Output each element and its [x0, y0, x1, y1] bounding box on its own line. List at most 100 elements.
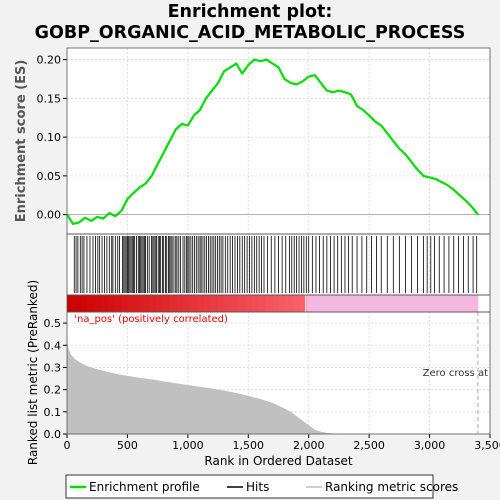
- colorbar-segment: [395, 295, 404, 312]
- colorbar-segment: [210, 295, 219, 312]
- es-point: [120, 210, 122, 212]
- es-point: [181, 123, 183, 125]
- colorbar-segment: [231, 295, 239, 312]
- colorbar-segment: [436, 295, 445, 312]
- es-point: [374, 121, 376, 123]
- colorbar-segment: [251, 295, 260, 312]
- es-axis-label: Enrichment score (ES): [14, 60, 29, 223]
- rank-xtick-label: 0: [64, 439, 71, 452]
- x-axis-label: Rank in Ordered Dataset: [204, 454, 352, 468]
- colorbar-segment: [354, 295, 362, 312]
- legend-ranking-metric-scores-label: Ranking metric scores: [325, 480, 458, 494]
- ranked-metric-panel: 0 500 1,000 1,500 2,000 2,500 3,000 3,500 0.0 0.1…: [26, 280, 500, 468]
- es-point: [422, 175, 425, 177]
- es-point: [253, 59, 255, 61]
- es-panel: 0.00 0.05 0.10 0.15 0.20 Enrichment score (ES…: [14, 48, 491, 234]
- es-ytick-label: 0.15: [37, 92, 62, 105]
- es-point: [241, 72, 243, 75]
- colorbar-segment: [450, 295, 458, 312]
- colorbar-segment: [108, 295, 116, 312]
- colorbar-segment: [409, 295, 417, 312]
- colorbar-segment: [402, 295, 410, 312]
- colorbar-segment: [183, 295, 191, 312]
- es-point: [229, 66, 231, 68]
- colorbar-segment: [423, 295, 431, 312]
- es-point: [416, 169, 419, 171]
- colorbar-segment: [169, 295, 178, 312]
- es-point: [265, 59, 268, 61]
- es-point: [338, 90, 340, 92]
- legend: Enrichment profile Hits Ranking metric sco…: [65, 474, 458, 499]
- es-ytick-label: 0.05: [37, 170, 62, 183]
- es-ytick-label: 0.20: [37, 54, 62, 67]
- es-point: [96, 216, 98, 218]
- es-point: [332, 91, 334, 93]
- es-point: [223, 70, 225, 72]
- rank-ytick-label: 0.2: [44, 384, 62, 397]
- es-point: [163, 152, 165, 154]
- es-point: [102, 217, 104, 220]
- hits-panel: [66, 234, 491, 295]
- legend-enrichment-profile-label: Enrichment profile: [89, 480, 200, 494]
- colorbar-segment: [320, 295, 328, 312]
- es-point: [368, 114, 370, 117]
- es-point: [144, 183, 147, 185]
- es-point: [398, 148, 400, 150]
- es-point: [187, 124, 189, 127]
- colorbar-segment: [347, 295, 356, 312]
- colorbar-segment: [197, 295, 205, 312]
- es-ytick-label: 0.00: [37, 209, 62, 222]
- colorbar-segment: [313, 295, 321, 312]
- colorbar-segment: [217, 295, 226, 312]
- colorbar-segment: [382, 295, 390, 312]
- es-point: [277, 66, 280, 68]
- es-point: [350, 93, 352, 96]
- colorbar-segment: [293, 295, 301, 312]
- zero-cross-annotation: Zero cross at: [423, 368, 488, 379]
- es-point: [441, 181, 443, 183]
- legend-hits-label: Hits: [246, 480, 269, 494]
- colorbar-segment: [299, 295, 308, 312]
- es-point: [362, 109, 364, 111]
- rank-xtick-label: 2,500: [353, 439, 385, 452]
- colorbar-segment: [156, 295, 164, 312]
- ranked-metric-area: [67, 340, 478, 434]
- colorbar-segment: [101, 295, 109, 312]
- es-point: [259, 60, 261, 62]
- colorbar-segment: [286, 295, 294, 312]
- colorbar-segment: [238, 295, 246, 312]
- colorbar-segment: [80, 295, 89, 312]
- es-point: [283, 78, 286, 80]
- panel-border: [66, 311, 491, 435]
- es-point: [320, 82, 322, 84]
- es-point: [459, 194, 461, 196]
- colorbar-segment: [203, 295, 212, 312]
- es-point: [404, 153, 406, 155]
- es-point: [271, 62, 274, 65]
- rank-xtick-label: 1,000: [172, 439, 204, 452]
- colorbar-segment: [162, 295, 171, 312]
- es-point: [392, 140, 394, 142]
- colorbar-segment: [135, 295, 143, 312]
- rank-xtick-label: 1,500: [233, 439, 265, 452]
- es-point: [435, 178, 437, 180]
- es-point: [447, 184, 449, 186]
- chart-title-line-2: GOBP_ORGANIC_ACID_METABOLIC_PROCESS: [34, 23, 466, 43]
- es-point: [157, 163, 159, 165]
- colorbar-segment: [272, 295, 280, 312]
- colorbar-segment: [142, 295, 150, 312]
- es-point: [72, 223, 74, 225]
- colorbar-segment: [245, 295, 253, 312]
- es-point: [296, 83, 298, 86]
- es-point: [289, 82, 292, 84]
- es-point: [428, 176, 431, 179]
- colorbar-segment: [258, 295, 267, 312]
- es-ytick-label: 0.10: [37, 131, 62, 144]
- colorbar-segment: [121, 295, 130, 312]
- es-point: [108, 212, 110, 214]
- es-point: [477, 214, 479, 216]
- es-point: [380, 124, 382, 127]
- colorbar-segment: [375, 295, 383, 312]
- colorbar-segment: [73, 295, 82, 312]
